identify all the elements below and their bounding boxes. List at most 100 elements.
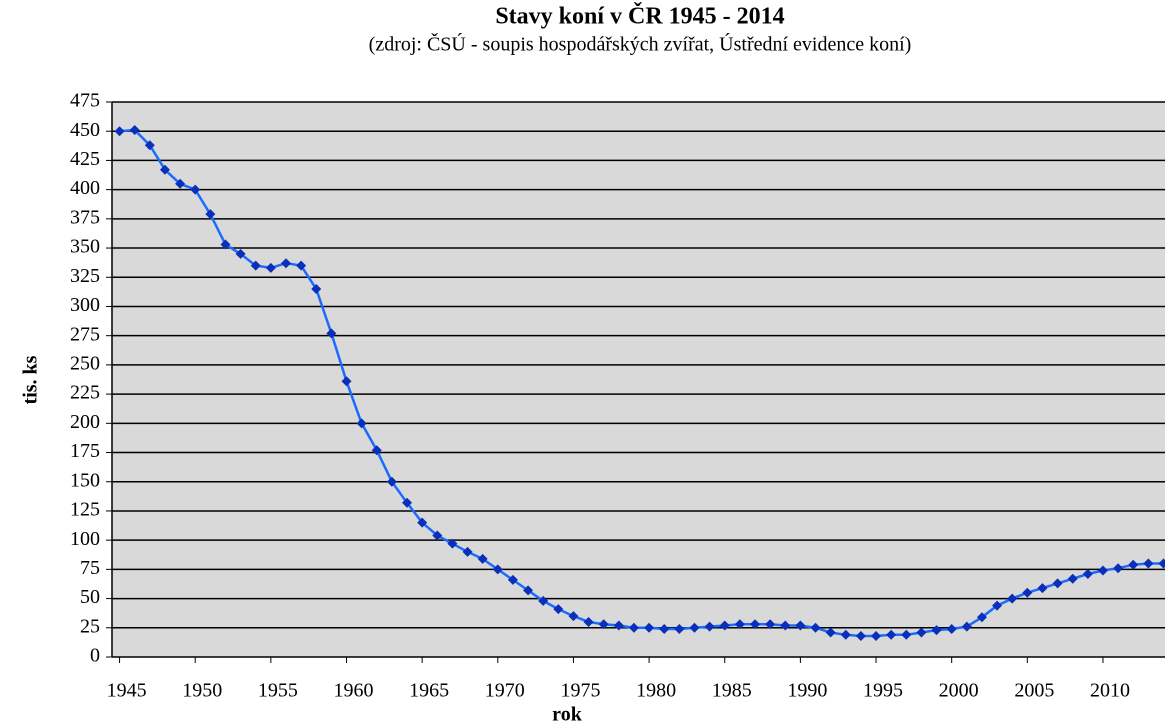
data-point [477,553,488,564]
data-line [119,128,1164,638]
y-tick-label: 400 [70,177,100,199]
data-point [371,445,382,456]
y-tick-label: 150 [70,469,100,491]
y-tick-label: 475 [70,90,100,112]
x-tick-label: 1975 [560,680,600,702]
data-point [462,546,473,557]
data-point [598,619,609,630]
data-point [734,619,745,630]
data-point [220,239,231,250]
data-point [507,574,518,585]
data-point [946,623,957,634]
y-tick-label: 250 [70,352,100,374]
data-point [205,209,216,220]
data-point [825,627,836,638]
data-point [190,184,201,195]
data-point [356,418,367,429]
x-tick-label: 1955 [258,680,298,702]
x-tick-label: 1990 [787,680,827,702]
y-tick-label: 25 [80,615,100,637]
data-point [1113,563,1124,574]
y-tick-label: 175 [70,440,100,462]
x-tick-label: 1995 [863,680,903,702]
data-point [689,622,700,633]
y-tick-label: 275 [70,323,100,345]
x-axis-title: rok [552,704,583,726]
x-tick-label: 2010 [1090,680,1130,702]
data-point [553,604,564,615]
chart-subtitle: (zdroj: ČSÚ - soupis hospodářských zvířa… [369,32,912,56]
data-point [719,620,730,631]
x-tick-label: 1970 [485,680,525,702]
data-point [386,476,397,487]
data-point [916,627,927,638]
data-point [417,517,428,528]
data-point [583,616,594,627]
x-tick-label: 1960 [334,680,374,702]
data-point [628,622,639,633]
y-tick-label: 325 [70,265,100,287]
x-tick-label: 1965 [409,680,449,702]
y-tick-label: 125 [70,499,100,521]
data-point [961,621,972,632]
data-point [659,623,670,634]
data-point [538,595,549,606]
y-tick-label: 450 [70,119,100,141]
data-point [432,530,443,541]
data-point [1037,583,1048,594]
y-tick-label: 350 [70,236,100,258]
data-point [568,611,579,622]
data-point [1082,569,1093,580]
data-point [114,126,125,137]
y-tick-label: 425 [70,148,100,170]
x-tick-label: 1950 [182,680,222,702]
data-point [674,623,685,634]
data-point [840,629,851,640]
data-point [159,164,170,175]
data-point [901,629,912,640]
data-point [447,538,458,549]
data-point [992,600,1003,611]
data-point [1022,587,1033,598]
data-point [1143,558,1154,569]
chart-title: Stavy koní v ČR 1945 - 2014 [495,3,784,30]
data-point [613,620,624,631]
data-point [235,248,246,259]
y-tick-label: 200 [70,411,100,433]
x-tick-label: 2000 [939,680,979,702]
x-tick-label: 1985 [712,680,752,702]
x-tick-label: 1980 [636,680,676,702]
data-point [341,376,352,387]
data-point [1128,559,1139,570]
data-point [1052,578,1063,589]
y-tick-label: 225 [70,382,100,404]
data-point [871,630,882,641]
data-point [326,328,337,339]
y-tick-label: 100 [70,528,100,550]
data-point [250,260,261,271]
y-tick-label: 50 [80,586,100,608]
data-point [780,620,791,631]
x-tick-label: 2005 [1014,680,1054,702]
data-point [280,258,291,269]
data-point [855,630,866,641]
data-point [402,497,413,508]
data-point [976,612,987,623]
data-point [765,619,776,630]
data-point [704,621,715,632]
data-point [749,619,760,630]
data-point [175,178,186,189]
y-tick-label: 75 [80,557,100,579]
data-point [795,620,806,631]
data-point [144,140,155,151]
data-point [265,262,276,273]
data-point [1067,573,1078,584]
data-point [311,283,322,294]
x-tick-label: 1945 [107,680,147,702]
data-point [1007,593,1018,604]
data-point [523,585,534,596]
data-point [886,629,897,640]
y-tick-label: 375 [70,206,100,228]
y-tick-label: 0 [90,645,100,667]
